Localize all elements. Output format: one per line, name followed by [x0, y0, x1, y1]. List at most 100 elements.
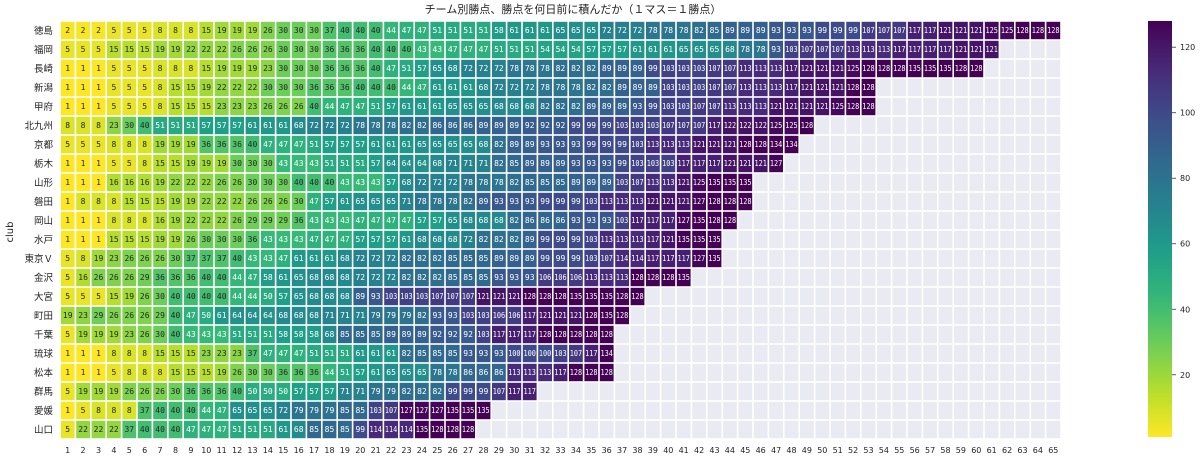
cell-value: 22: [232, 83, 242, 92]
cell-value: 68: [325, 292, 335, 301]
empty-cell: [984, 59, 999, 78]
cell-value: 93: [432, 311, 442, 320]
empty-cell: [830, 325, 845, 344]
x-tick-label: 9: [188, 446, 193, 455]
heatmap-cell: [168, 211, 183, 230]
cell-value: 5: [96, 292, 101, 301]
cell-value: 134: [785, 140, 798, 149]
cell-value: 99: [448, 387, 458, 396]
cell-value: 85: [417, 349, 427, 358]
cell-value: 2: [65, 26, 70, 35]
heatmap-cell: [230, 40, 244, 59]
cell-value: 23: [201, 349, 211, 358]
cell-value: 26: [140, 311, 150, 320]
x-tick-label: 25: [432, 446, 442, 455]
cell-value: 23: [217, 102, 227, 111]
empty-cell: [522, 401, 537, 420]
cell-value: 107: [493, 387, 506, 396]
cell-value: 125: [693, 178, 706, 187]
empty-cell: [984, 420, 999, 439]
cell-value: 128: [554, 330, 567, 339]
cell-value: 82: [494, 159, 504, 168]
empty-cell: [969, 173, 984, 192]
cell-value: 121: [955, 26, 968, 35]
heatmap-cell: [830, 21, 845, 40]
cell-value: 36: [340, 45, 350, 54]
heatmap-cell: [769, 21, 783, 40]
heatmap-cell: [230, 21, 244, 40]
heatmap-cell: [291, 40, 306, 59]
cell-value: 107: [816, 45, 829, 54]
empty-cell: [815, 306, 830, 325]
cell-value: 117: [554, 368, 567, 377]
cell-value: 15: [140, 197, 150, 206]
cell-value: 107: [693, 102, 706, 111]
cell-value: 117: [909, 45, 922, 54]
empty-cell: [661, 287, 676, 306]
cell-value: 117: [524, 387, 537, 396]
empty-cell: [800, 325, 814, 344]
cell-value: 19: [109, 387, 119, 396]
empty-cell: [938, 230, 953, 249]
cell-value: 121: [477, 292, 490, 301]
cell-value: 121: [770, 102, 783, 111]
cell-value: 15: [171, 159, 181, 168]
empty-cell: [892, 325, 907, 344]
heatmap-cell: [107, 154, 121, 173]
cell-value: 103: [693, 64, 706, 73]
cell-value: 64: [232, 311, 242, 320]
cell-value: 29: [94, 311, 104, 320]
cell-value: 134: [770, 140, 783, 149]
cell-value: 26: [278, 197, 288, 206]
cell-value: 40: [386, 83, 396, 92]
heatmap-cell: [569, 21, 583, 40]
empty-cell: [1000, 135, 1014, 154]
empty-cell: [800, 249, 814, 268]
empty-cell: [861, 306, 876, 325]
cell-value: 8: [96, 121, 101, 130]
heatmap-cell: [830, 40, 845, 59]
cell-value: 61: [463, 83, 473, 92]
heatmap-cell: [276, 40, 291, 59]
cell-value: 5: [81, 292, 86, 301]
heatmap-cell: [199, 135, 214, 154]
empty-cell: [707, 306, 722, 325]
empty-cell: [707, 382, 722, 401]
heatmap-cell: [199, 40, 214, 59]
empty-cell: [1000, 211, 1014, 230]
empty-cell: [907, 325, 922, 344]
heatmap-cell: [291, 97, 306, 116]
cell-value: 113: [862, 45, 875, 54]
heatmap-cell: [569, 211, 583, 230]
y-tick-labels: 徳島福岡長崎新潟甲府北九州京都栃木山形磐田岡山水戸東京Ｖ金沢大宮町田千葉琉球松本…: [24, 25, 53, 436]
cell-value: 5: [111, 102, 116, 111]
cell-value: 135: [678, 273, 691, 282]
empty-cell: [800, 363, 814, 382]
cell-value: 36: [248, 235, 258, 244]
cell-value: 1: [96, 159, 101, 168]
heatmap-cell: [954, 40, 968, 59]
heatmap-cell: [415, 135, 429, 154]
cell-value: 82: [694, 26, 704, 35]
cell-value: 19: [217, 26, 227, 35]
empty-cell: [538, 382, 552, 401]
heatmap-cell: [676, 21, 691, 40]
heatmap-cell: [261, 135, 275, 154]
cell-value: 19: [232, 26, 242, 35]
heatmap-cell: [723, 116, 737, 135]
cell-value: 47: [217, 425, 227, 434]
heatmap-cell: [461, 116, 475, 135]
club-label: 千葉: [34, 329, 54, 341]
heatmap-cell: [676, 173, 691, 192]
cell-value: 40: [171, 330, 181, 339]
cell-value: 36: [325, 83, 335, 92]
empty-cell: [738, 344, 753, 363]
heatmap-cell: [507, 97, 522, 116]
cell-value: 92: [556, 121, 566, 130]
empty-cell: [984, 154, 999, 173]
y-axis-label: club: [5, 222, 16, 243]
empty-cell: [1046, 230, 1061, 249]
cell-value: 40: [171, 425, 181, 434]
empty-cell: [984, 306, 999, 325]
heatmap-cell: [815, 78, 830, 97]
